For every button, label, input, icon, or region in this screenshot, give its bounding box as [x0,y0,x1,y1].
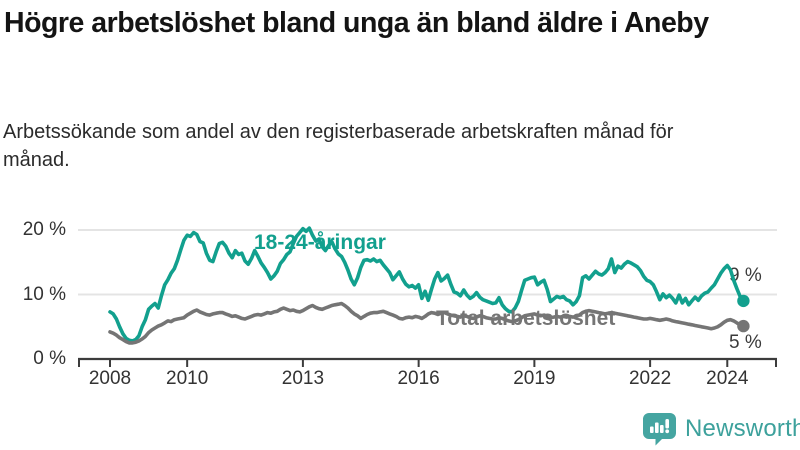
x-tick-label: 2024 [706,368,749,389]
chart-subtitle: Arbetssökande som andel av den registerb… [3,121,674,171]
brand-name: Newsworthy [685,415,800,442]
x-tick-label: 2013 [281,368,325,389]
brand-footer: Newsworthy [642,412,800,446]
x-tick-label: 2019 [513,368,556,389]
x-tick-label: 2016 [397,368,440,389]
line-chart [78,226,777,367]
series-label-total: Total arbetslöshet [436,307,616,330]
chart-title: Högre arbetslöshet bland unga än bland ä… [4,7,709,39]
y-tick-label: 0 % [33,348,66,369]
x-tick-label: 2008 [88,368,132,389]
x-tick-label: 2010 [166,368,209,389]
y-tick-label: 20 % [22,219,66,240]
end-value-label-total: 5 % [729,332,762,353]
newsworthy-logo-icon [643,413,676,446]
x-tick-label: 2022 [628,368,672,389]
series-label-youth: 18-24-åringar [254,231,386,254]
y-tick-label: 10 % [22,283,66,305]
end-value-label-youth: 9 % [729,265,762,286]
